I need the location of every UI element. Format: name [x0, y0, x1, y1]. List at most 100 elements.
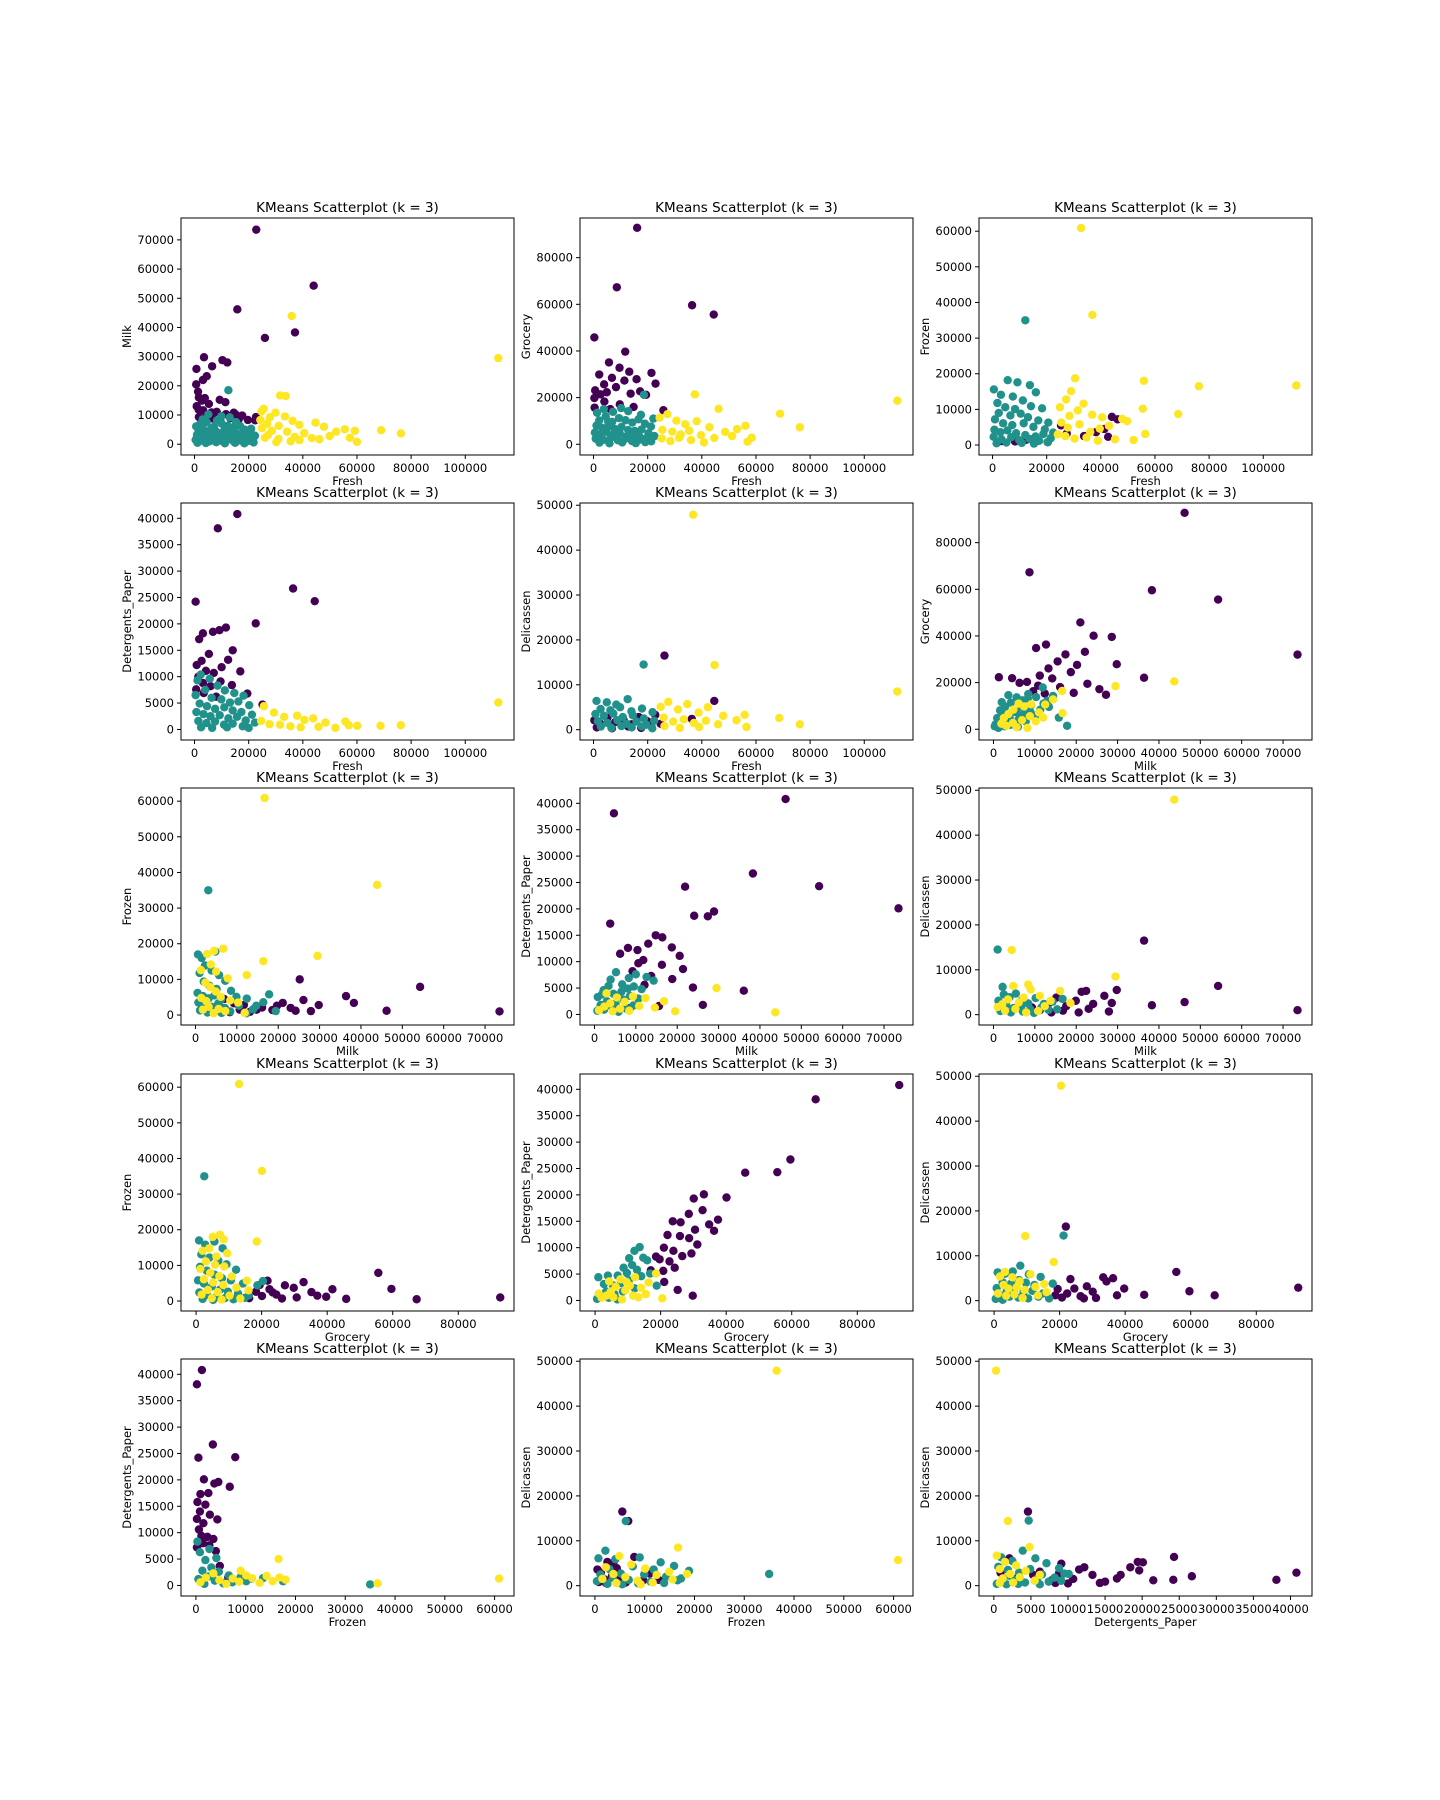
- point-yellow: [775, 409, 785, 418]
- point-yellow: [1014, 699, 1023, 708]
- point-teal: [624, 1254, 634, 1263]
- point-purple: [251, 619, 260, 628]
- y-axis-label: Frozen: [120, 888, 134, 926]
- point-yellow: [1030, 1576, 1039, 1585]
- point-purple: [1180, 508, 1189, 517]
- point-yellow: [997, 719, 1006, 728]
- point-teal: [259, 997, 268, 1007]
- point-yellow: [1040, 1279, 1049, 1289]
- y-tick-label: 60000: [137, 262, 174, 276]
- point-yellow: [628, 992, 638, 1001]
- point-teal: [628, 711, 637, 720]
- y-tick-label: 30000: [536, 588, 573, 602]
- point-yellow: [1049, 1257, 1058, 1267]
- x-tick-label: 0: [590, 461, 597, 475]
- point-purple: [306, 1006, 316, 1016]
- point-yellow: [1079, 399, 1088, 408]
- y-tick-label: 0: [167, 437, 174, 451]
- point-yellow: [1087, 410, 1097, 419]
- point-yellow: [1002, 1291, 1011, 1300]
- point-teal: [191, 690, 200, 700]
- point-purple: [659, 1243, 669, 1252]
- point-yellow: [252, 1237, 261, 1246]
- point-purple: [1187, 1572, 1197, 1581]
- point-teal: [198, 415, 207, 424]
- x-axis-label: Milk: [735, 1044, 758, 1058]
- point-yellow: [396, 429, 406, 438]
- point-yellow: [344, 721, 354, 730]
- point-teal: [264, 990, 274, 999]
- point-yellow: [217, 1295, 226, 1304]
- point-yellow: [641, 993, 650, 1003]
- point-yellow: [681, 420, 690, 429]
- point-yellow: [650, 1003, 660, 1012]
- point-yellow: [1012, 1283, 1021, 1292]
- point-yellow: [282, 427, 292, 436]
- point-yellow: [995, 1272, 1005, 1281]
- point-yellow: [694, 722, 704, 732]
- point-teal: [207, 693, 216, 702]
- point-teal: [996, 390, 1006, 399]
- point-teal: [258, 1276, 268, 1286]
- point-teal: [224, 386, 233, 395]
- point-teal: [1031, 692, 1041, 702]
- point-teal: [637, 722, 646, 731]
- point-purple: [1048, 674, 1057, 683]
- point-yellow: [668, 1575, 677, 1584]
- x-tick-label: 80000: [792, 461, 829, 475]
- x-tick-label: 0: [590, 746, 597, 760]
- point-teal: [208, 423, 217, 433]
- point-teal: [1016, 1261, 1025, 1270]
- point-yellow: [319, 422, 329, 431]
- point-yellow: [198, 1005, 208, 1014]
- point-teal: [646, 422, 656, 431]
- point-purple: [192, 1514, 202, 1524]
- x-tick-label: 20000: [659, 1031, 696, 1045]
- point-yellow: [1024, 980, 1033, 989]
- point-yellow: [257, 423, 267, 433]
- point-teal: [1052, 1005, 1062, 1014]
- point-teal: [204, 410, 213, 419]
- point-purple: [196, 1489, 205, 1499]
- point-yellow: [1058, 708, 1067, 718]
- point-yellow: [664, 1567, 674, 1576]
- point-yellow: [281, 391, 290, 401]
- point-yellow: [634, 1001, 644, 1011]
- point-teal: [222, 723, 232, 732]
- point-yellow: [321, 718, 330, 727]
- point-teal: [1011, 989, 1021, 998]
- x-tick-label: 80000: [440, 1317, 477, 1331]
- point-purple: [277, 1294, 287, 1303]
- x-tick-label: 60000: [1172, 1317, 1209, 1331]
- point-yellow: [1008, 1578, 1018, 1587]
- point-teal: [1006, 411, 1015, 420]
- point-yellow: [644, 1278, 653, 1287]
- point-purple: [1103, 432, 1113, 442]
- point-yellow: [208, 1232, 217, 1242]
- axes-frame: [978, 217, 1313, 456]
- point-yellow: [1046, 996, 1055, 1005]
- scatter-panel-1: 0 20000 40000 60000 80000 100000 0 10000 20000 30…: [120, 200, 515, 488]
- y-tick-label: 50000: [935, 260, 972, 274]
- data-points: [592, 1080, 904, 1304]
- x-tick-label: 60000: [425, 1031, 462, 1045]
- point-purple: [688, 983, 698, 992]
- x-tick-label: 60000: [773, 1317, 810, 1331]
- point-teal: [1039, 429, 1048, 439]
- point-purple: [1139, 1290, 1149, 1300]
- point-purple: [709, 1226, 719, 1235]
- y-tick-label: 5000: [544, 981, 573, 995]
- point-teal: [636, 410, 646, 420]
- x-tick-label: 10000: [1017, 746, 1054, 760]
- point-purple: [1294, 1283, 1303, 1292]
- x-tick-label: 25000: [1161, 1602, 1198, 1616]
- point-purple: [1213, 595, 1223, 604]
- point-yellow: [1017, 715, 1027, 725]
- point-teal: [621, 416, 630, 425]
- point-purple: [660, 1277, 669, 1287]
- scatter-panel-7: 0 10000 20000 30000 40000 50000 60000 70000 0 100…: [120, 770, 515, 1058]
- x-tick-label: 0: [192, 1317, 199, 1331]
- point-purple: [615, 949, 625, 958]
- point-purple: [786, 1155, 795, 1164]
- point-yellow: [1097, 413, 1107, 422]
